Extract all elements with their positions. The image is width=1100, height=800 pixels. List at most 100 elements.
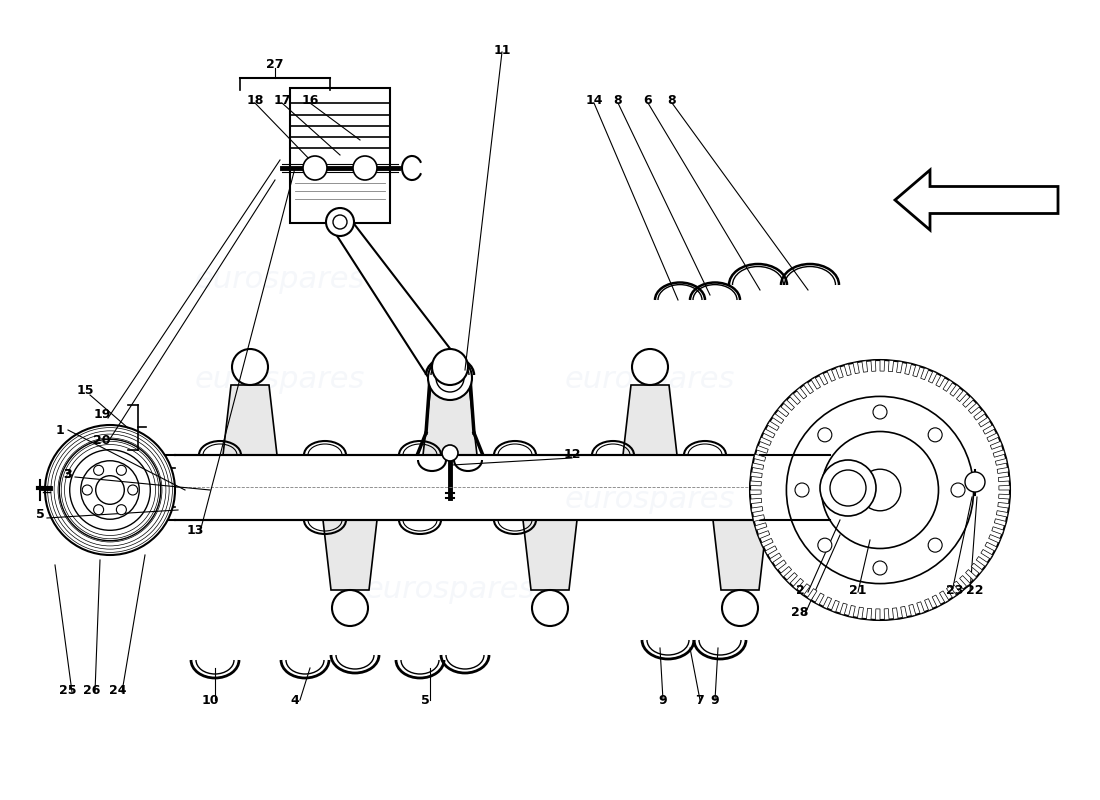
Text: 21: 21 (849, 583, 867, 597)
Polygon shape (981, 550, 992, 559)
Circle shape (59, 439, 161, 541)
Circle shape (786, 396, 974, 584)
Polygon shape (848, 606, 856, 617)
Polygon shape (757, 446, 768, 454)
Polygon shape (763, 429, 776, 438)
Polygon shape (867, 608, 871, 620)
Polygon shape (876, 609, 880, 620)
Circle shape (965, 472, 985, 492)
Polygon shape (290, 88, 390, 223)
Circle shape (128, 485, 138, 495)
Polygon shape (989, 534, 1001, 543)
Circle shape (232, 349, 268, 385)
Text: eurospares: eurospares (365, 575, 536, 605)
Polygon shape (800, 584, 810, 595)
Circle shape (428, 356, 472, 400)
Circle shape (82, 485, 92, 495)
Circle shape (69, 450, 151, 530)
Text: 8: 8 (668, 94, 676, 106)
Text: 15: 15 (76, 383, 94, 397)
Circle shape (436, 364, 464, 392)
Circle shape (442, 445, 458, 461)
Polygon shape (909, 604, 916, 616)
Polygon shape (778, 406, 789, 417)
Polygon shape (896, 362, 903, 373)
Polygon shape (780, 566, 792, 577)
Text: 27: 27 (266, 58, 284, 71)
Polygon shape (901, 606, 908, 618)
Circle shape (822, 431, 938, 549)
Text: 22: 22 (966, 583, 983, 597)
Polygon shape (966, 570, 977, 580)
Text: 2: 2 (795, 583, 804, 597)
Polygon shape (984, 542, 997, 551)
Polygon shape (790, 394, 801, 405)
Polygon shape (772, 414, 784, 423)
Circle shape (96, 476, 124, 504)
Polygon shape (811, 378, 821, 389)
Circle shape (830, 470, 866, 506)
Polygon shape (987, 433, 999, 442)
Polygon shape (752, 514, 764, 522)
Text: 4: 4 (290, 694, 299, 706)
Polygon shape (323, 520, 377, 590)
Polygon shape (832, 600, 839, 612)
Text: 9: 9 (711, 694, 719, 706)
Text: 25: 25 (59, 683, 77, 697)
Polygon shape (758, 530, 770, 538)
Circle shape (332, 590, 368, 626)
Polygon shape (950, 385, 960, 396)
Circle shape (326, 208, 354, 236)
Circle shape (795, 483, 808, 497)
Text: 23: 23 (946, 583, 964, 597)
Polygon shape (852, 362, 859, 374)
Polygon shape (928, 371, 937, 383)
Polygon shape (820, 373, 828, 385)
Polygon shape (807, 589, 817, 600)
Text: 1: 1 (56, 423, 65, 437)
Polygon shape (913, 365, 921, 377)
Polygon shape (979, 418, 990, 427)
Polygon shape (871, 360, 876, 371)
Text: 9: 9 (659, 694, 668, 706)
Text: eurospares: eurospares (195, 266, 365, 294)
Polygon shape (994, 518, 1006, 526)
Circle shape (952, 483, 965, 497)
Polygon shape (993, 450, 1005, 458)
Text: 11: 11 (493, 43, 510, 57)
Polygon shape (997, 510, 1008, 517)
Polygon shape (223, 385, 277, 455)
Text: 26: 26 (84, 683, 101, 697)
Polygon shape (750, 481, 761, 486)
Polygon shape (754, 454, 766, 462)
Text: 3: 3 (64, 469, 73, 482)
Circle shape (859, 469, 901, 511)
Polygon shape (895, 170, 1058, 230)
Text: 8: 8 (614, 94, 623, 106)
Text: 5: 5 (420, 694, 429, 706)
Circle shape (94, 505, 103, 514)
Polygon shape (936, 375, 945, 387)
Polygon shape (962, 397, 974, 407)
Circle shape (45, 425, 175, 555)
Text: 6: 6 (644, 94, 652, 106)
Polygon shape (713, 520, 767, 590)
Circle shape (722, 590, 758, 626)
Text: 24: 24 (109, 683, 126, 697)
Circle shape (302, 156, 327, 180)
Circle shape (117, 466, 126, 475)
Polygon shape (768, 421, 779, 430)
Polygon shape (880, 360, 884, 371)
Circle shape (94, 466, 103, 475)
Polygon shape (998, 502, 1010, 508)
Polygon shape (916, 602, 924, 614)
Polygon shape (750, 490, 761, 494)
Polygon shape (786, 573, 798, 583)
Polygon shape (823, 597, 832, 609)
Text: eurospares: eurospares (195, 366, 365, 394)
Text: 10: 10 (201, 694, 219, 706)
Polygon shape (999, 486, 1010, 490)
Polygon shape (954, 581, 964, 593)
Circle shape (117, 505, 126, 514)
Polygon shape (844, 364, 851, 376)
